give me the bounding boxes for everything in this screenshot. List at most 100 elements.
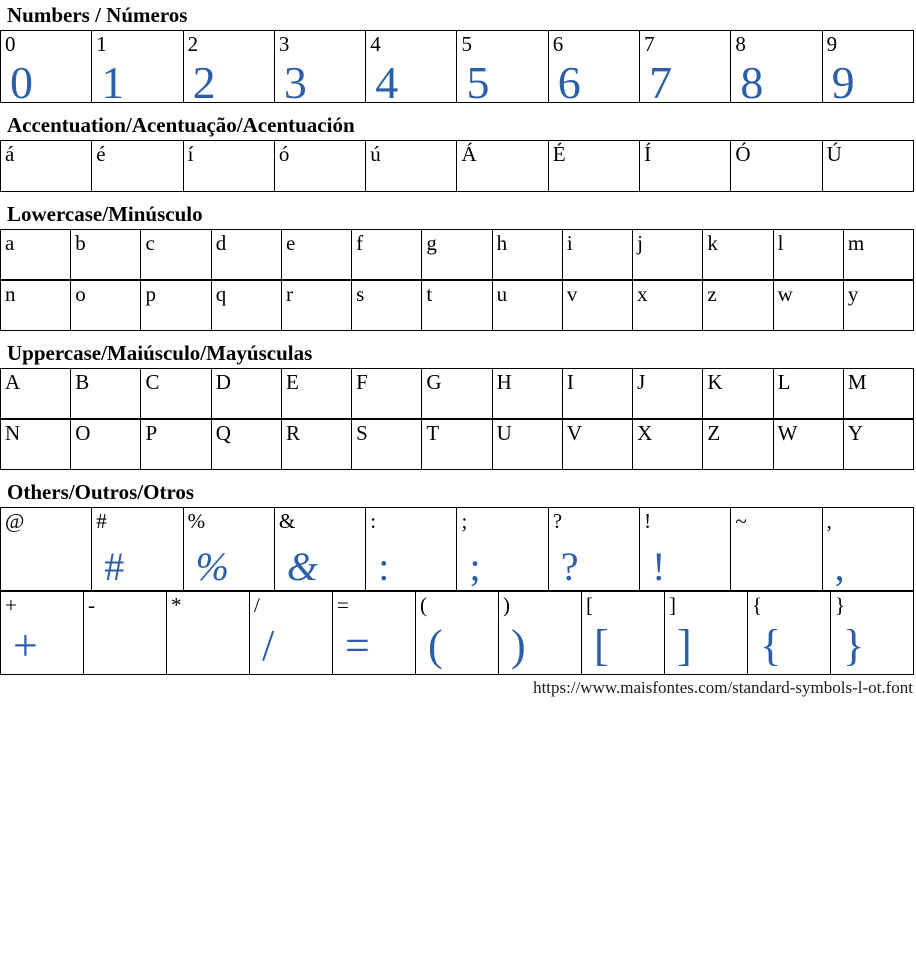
font-glyph: 3 — [283, 57, 307, 109]
char-cell-others: (( — [416, 592, 499, 675]
char-label: S — [356, 421, 368, 446]
char-label: 7 — [644, 32, 655, 57]
char-cell-lowercase: w — [774, 281, 844, 331]
char-label: w — [777, 282, 793, 307]
char-cell-lowercase: q — [212, 281, 282, 331]
char-cell-others: @ — [1, 508, 93, 591]
char-cell-lowercase: x — [633, 281, 704, 331]
char-label: á — [5, 142, 15, 167]
char-label: + — [5, 593, 17, 618]
char-cell-lowercase: b — [71, 230, 142, 280]
char-cell-others: & & — [275, 508, 367, 591]
char-label: D — [215, 370, 231, 395]
char-cell-lowercase: d — [212, 230, 282, 280]
font-glyph: ] — [677, 621, 692, 671]
char-label: Ú — [826, 142, 842, 167]
section-title-others: Others/Outros/Otros — [7, 480, 195, 505]
char-cell-others: {{ — [748, 592, 831, 675]
char-label: c — [145, 231, 155, 256]
char-cell-uppercase: L — [774, 369, 844, 419]
font-glyph: 2 — [192, 57, 216, 109]
char-label: é — [96, 142, 106, 167]
char-cell-uppercase: Z — [703, 420, 774, 470]
char-label: ] — [669, 593, 676, 618]
char-label: R — [285, 421, 300, 446]
section-title-uppercase: Uppercase/Maiúsculo/Mayúsculas — [7, 341, 313, 366]
char-label: h — [496, 231, 508, 256]
char-cell-others: + + — [1, 592, 84, 675]
char-cell-lowercase: n — [1, 281, 72, 331]
char-cell-uppercase: U — [493, 420, 563, 470]
char-cell-uppercase: O — [71, 420, 142, 470]
char-label: [ — [586, 593, 593, 618]
char-cell-others: [[ — [582, 592, 665, 675]
char-label: i — [566, 231, 573, 256]
char-label: N — [5, 421, 21, 446]
char-label: p — [145, 282, 156, 307]
char-cell-uppercase: I — [563, 369, 634, 419]
font-glyph: / — [262, 621, 275, 671]
char-label: M — [847, 370, 867, 395]
font-glyph: # — [104, 544, 125, 590]
char-label: O — [75, 421, 91, 446]
char-cell-uppercase: Q — [212, 420, 282, 470]
char-cell-others: ;; — [457, 508, 549, 591]
font-glyph: ) — [511, 621, 526, 671]
char-label: T — [426, 421, 440, 446]
char-cell-uppercase: P — [141, 420, 212, 470]
font-glyph: 9 — [831, 57, 855, 109]
font-glyph: 1 — [101, 57, 125, 109]
char-label: G — [426, 370, 442, 395]
char-label: r — [285, 282, 293, 307]
character-tables: Numbers / Números 0 0 1 1 2 2 3 3 4 4 5 5 6 6 7 7 8 8 9 9 Acc… — [0, 3, 916, 676]
char-cell-uppercase: B — [71, 369, 142, 419]
char-cell-accentuation: Í — [640, 141, 732, 192]
char-cell-uppercase: X — [633, 420, 704, 470]
char-label: I — [566, 370, 574, 395]
char-label: x — [637, 282, 648, 307]
char-cell-uppercase: T — [422, 420, 493, 470]
char-cell-lowercase: y — [844, 281, 913, 330]
section-title-numbers: Numbers / Números — [7, 3, 188, 27]
char-label: H — [496, 370, 512, 395]
char-cell-lowercase: e — [282, 230, 353, 280]
char-cell-others: / / — [250, 592, 333, 675]
char-cell-accentuation: á — [1, 141, 93, 192]
char-cell-uppercase: R — [282, 420, 353, 470]
char-label: = — [337, 593, 349, 618]
section-uppercase: Uppercase/Maiúsculo/Mayúsculas A B C D E F G H I J… — [0, 341, 916, 471]
char-label: t — [426, 282, 433, 307]
char-label: ~ — [735, 509, 747, 534]
char-cell-uppercase: F — [352, 369, 423, 419]
char-label: z — [707, 282, 717, 307]
char-label: E — [285, 370, 299, 395]
char-label: 3 — [278, 32, 290, 57]
char-cell-others: ~ — [731, 508, 823, 591]
char-label: * — [171, 593, 182, 618]
char-label: % — [187, 509, 206, 534]
font-glyph: ? — [560, 544, 579, 590]
char-cell-accentuation: Ú — [823, 141, 913, 191]
char-label: V — [566, 421, 583, 446]
char-label: l — [777, 231, 784, 256]
char-label: d — [215, 231, 227, 256]
char-label: A — [5, 370, 21, 395]
char-cell-uppercase: E — [282, 369, 353, 419]
char-label: Á — [461, 142, 477, 167]
char-cell-others: !! — [640, 508, 732, 591]
section-title-accentuation: Accentuation/Acentuação/Acentuación — [7, 113, 355, 138]
char-label: ; — [461, 509, 468, 534]
char-label: n — [5, 282, 16, 307]
char-label: # — [96, 509, 107, 534]
font-glyph: 5 — [466, 57, 490, 109]
char-label: U — [496, 421, 512, 446]
char-cell-others: )) — [499, 592, 582, 675]
char-label: q — [215, 282, 227, 307]
